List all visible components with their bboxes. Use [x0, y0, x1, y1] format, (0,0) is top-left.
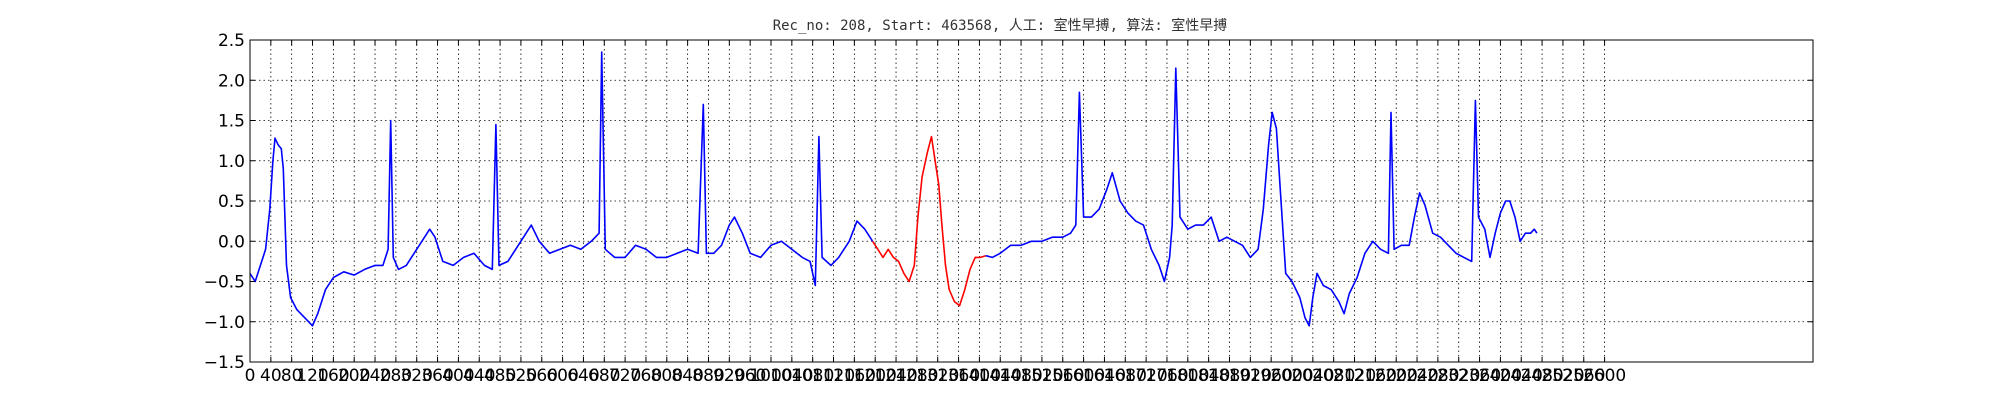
chart-title: Rec_no: 208, Start: 463568, 人工: 室性早搏, 算法… [773, 17, 1228, 34]
x-tick-label: 760 [630, 366, 662, 386]
x-tick-label: 440 [463, 366, 495, 386]
series-line-1 [871, 135, 986, 307]
x-tick-label: 1920 [1229, 366, 1272, 386]
x-tick-label: 280 [380, 366, 412, 386]
x-tick-label: 1720 [1124, 366, 1167, 386]
x-tick-label: 880 [692, 366, 724, 386]
x-axis: 0 40 8012016020024028032036040044048052056… [245, 40, 1626, 386]
x-tick-label: 1200 [854, 366, 897, 386]
x-tick-label: 1680 [1104, 366, 1147, 386]
y-tick-label: 1.5 [218, 112, 245, 132]
x-tick-label: 1280 [895, 366, 938, 386]
x-tick-label: 1760 [1145, 366, 1188, 386]
x-tick-label: 1440 [979, 366, 1022, 386]
y-tick-label: 0.0 [218, 232, 245, 252]
x-tick-label: 1040 [770, 366, 813, 386]
y-axis: −1.5 −1.0 −0.5 0.0 0.5 1.0 1.5 2.0 2.5 [204, 31, 1813, 373]
y-tick-label: −0.5 [204, 273, 245, 293]
x-tick-label: 920 [713, 366, 745, 386]
x-tick-label: 2480 [1520, 366, 1563, 386]
x-tick-label: 1360 [937, 366, 980, 386]
x-tick-label: 2520 [1541, 366, 1584, 386]
x-tick-label: 2320 [1437, 366, 1480, 386]
x-tick-label: 0 [245, 366, 256, 386]
x-tick-label: 560 [526, 366, 558, 386]
x-tick-label: 520 [505, 366, 537, 386]
x-tick-label: 480 [484, 366, 516, 386]
y-tick-label: 2.0 [218, 71, 245, 91]
x-tick-label: 1400 [958, 366, 1001, 386]
x-tick-label: 1120 [812, 366, 855, 386]
x-tick-label: 600 [546, 366, 578, 386]
x-tick-label: 2160 [1354, 366, 1397, 386]
y-tick-label: 2.5 [218, 31, 245, 51]
x-tick-label: 1000 [749, 366, 792, 386]
x-tick-label: 1840 [1187, 366, 1230, 386]
x-tick-label: 2040 [1291, 366, 1334, 386]
x-tick-label: 120 [296, 366, 328, 386]
x-tick-label: 680 [588, 366, 620, 386]
series-line-0 [249, 51, 874, 327]
x-tick-label: 1560 [1041, 366, 1084, 386]
x-tick-label: 1080 [791, 366, 834, 386]
x-tick-label: 1880 [1208, 366, 1251, 386]
x-tick-label: 1320 [916, 366, 959, 386]
x-tick-label: 2280 [1416, 366, 1459, 386]
x-tick-label: 720 [609, 366, 641, 386]
y-tick-label: −1.0 [204, 313, 245, 333]
x-tick-label: 2360 [1458, 366, 1501, 386]
series-line-2 [985, 67, 1538, 327]
x-tick-label: 2440 [1500, 366, 1543, 386]
x-tick-label: 360 [421, 366, 453, 386]
x-tick-label: 840 [671, 366, 703, 386]
x-tick-label: 640 [567, 366, 599, 386]
x-tick-label: 2080 [1312, 366, 1355, 386]
x-tick-label: 1640 [1083, 366, 1126, 386]
y-tick-label: 1.0 [218, 152, 245, 172]
x-tick-label: 1240 [874, 366, 917, 386]
x-tick-label: 2000 [1270, 366, 1313, 386]
x-tick-label: 1480 [999, 366, 1042, 386]
x-tick-label: 2400 [1479, 366, 1522, 386]
x-tick-label: 160 [317, 366, 349, 386]
series-layer [249, 51, 1538, 327]
x-tick-label: 400 [442, 366, 474, 386]
x-tick-label: 2120 [1333, 366, 1376, 386]
x-tick-label: 2560 [1562, 366, 1605, 386]
y-tick-label: 0.5 [218, 192, 245, 212]
x-tick-label: 2600 [1583, 366, 1626, 386]
x-tick-label: 2200 [1375, 366, 1418, 386]
x-tick-label: 240 [359, 366, 391, 386]
x-tick-label: 1600 [1062, 366, 1105, 386]
x-tick-label: 2240 [1395, 366, 1438, 386]
x-tick-label: 80 [281, 366, 303, 386]
x-tick-label: 40 [260, 366, 282, 386]
x-tick-label: 800 [651, 366, 683, 386]
x-tick-label: 1160 [833, 366, 876, 386]
x-tick-label: 320 [400, 366, 432, 386]
x-tick-label: 1800 [1166, 366, 1209, 386]
y-tick-label: −1.5 [204, 353, 245, 373]
x-tick-label: 1960 [1250, 366, 1293, 386]
x-tick-label: 1520 [1020, 366, 1063, 386]
grid-lines [249, 39, 1813, 363]
x-tick-label: 960 [734, 366, 766, 386]
x-tick-label: 200 [338, 366, 370, 386]
